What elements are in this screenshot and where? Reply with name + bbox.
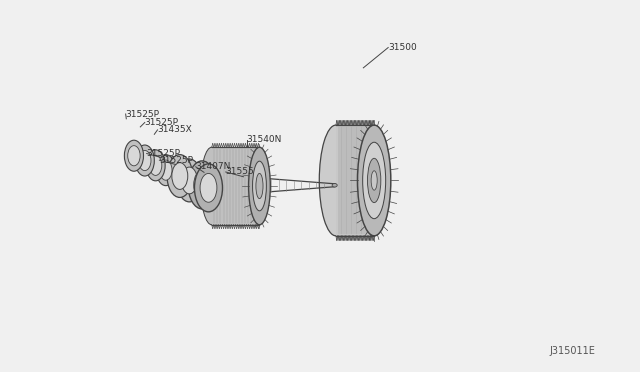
Ellipse shape [156, 155, 175, 186]
Ellipse shape [194, 170, 211, 199]
Ellipse shape [201, 147, 223, 225]
Ellipse shape [358, 125, 391, 236]
Ellipse shape [167, 155, 193, 198]
Ellipse shape [128, 146, 140, 166]
Ellipse shape [371, 171, 377, 190]
Text: J315011E: J315011E [549, 346, 595, 356]
Ellipse shape [195, 164, 223, 212]
Text: 31435X: 31435X [157, 125, 192, 134]
Text: 31525P: 31525P [125, 109, 159, 119]
Ellipse shape [200, 173, 217, 202]
Ellipse shape [124, 140, 143, 171]
Text: 31525P: 31525P [159, 155, 193, 165]
Ellipse shape [181, 167, 197, 194]
Text: 31525P: 31525P [145, 118, 179, 127]
Text: 31500: 31500 [388, 43, 417, 52]
Text: 31555: 31555 [226, 167, 255, 176]
Ellipse shape [188, 161, 216, 209]
Ellipse shape [253, 161, 266, 211]
Ellipse shape [256, 173, 263, 199]
Ellipse shape [332, 183, 337, 187]
Ellipse shape [172, 163, 188, 189]
Ellipse shape [363, 142, 386, 219]
Polygon shape [336, 125, 374, 236]
Ellipse shape [135, 145, 154, 176]
Text: 31525P: 31525P [147, 149, 180, 158]
Ellipse shape [146, 150, 165, 181]
Text: 31407N: 31407N [196, 162, 231, 171]
Ellipse shape [138, 150, 151, 171]
Ellipse shape [159, 160, 172, 180]
Ellipse shape [149, 155, 162, 176]
Ellipse shape [177, 159, 202, 202]
Ellipse shape [319, 125, 353, 236]
Ellipse shape [248, 147, 270, 225]
Polygon shape [212, 147, 259, 225]
Ellipse shape [367, 158, 381, 203]
Text: 31540N: 31540N [246, 135, 282, 144]
